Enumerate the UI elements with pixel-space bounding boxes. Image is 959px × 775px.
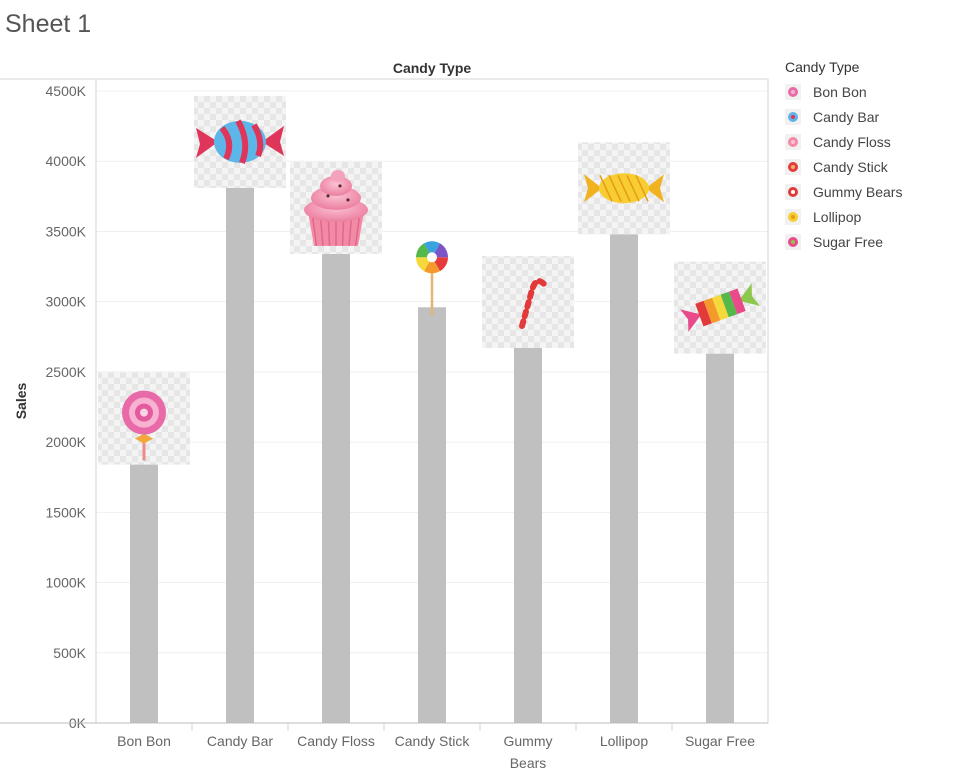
lollipop-swirl-icon xyxy=(785,83,801,100)
bar-sugar-free[interactable] xyxy=(706,353,734,723)
y-tick-label: 2000K xyxy=(46,434,87,450)
y-tick-label: 3500K xyxy=(46,223,87,239)
x-tick-label: Candy Floss xyxy=(297,733,375,749)
lollipop-rainbow-icon xyxy=(416,241,448,316)
lollipop-rainbow-icon xyxy=(785,158,801,175)
cupcake-icon xyxy=(785,133,801,150)
legend: Candy Type Bon Bon Candy Bar Candy Floss Ca… xyxy=(785,59,955,254)
x-tick-label: Candy Bar xyxy=(207,733,273,749)
legend-item-label: Sugar Free xyxy=(813,233,884,250)
cupcake-icon xyxy=(290,161,382,254)
sheet-title: Sheet 1 xyxy=(5,10,92,38)
candy-wrapped-blue-icon xyxy=(194,95,286,188)
bar-candy-bar[interactable] xyxy=(226,187,254,723)
legend-item-label: Gummy Bears xyxy=(813,183,903,200)
legend-item-label: Candy Stick xyxy=(813,158,888,175)
legend-item-bon-bon[interactable]: Bon Bon xyxy=(785,79,955,104)
legend-item-lollipop[interactable]: Lollipop xyxy=(785,204,955,229)
legend-item-candy-bar[interactable]: Candy Bar xyxy=(785,104,955,129)
y-tick-label: 4000K xyxy=(46,153,87,169)
x-tick-label: Gummy Bears xyxy=(504,733,553,771)
candy-wrapped-yellow-icon xyxy=(785,208,801,225)
legend-item-sugar-free[interactable]: Sugar Free xyxy=(785,229,955,254)
legend-item-candy-stick[interactable]: Candy Stick xyxy=(785,154,955,179)
y-tick-label: 1500K xyxy=(46,504,87,520)
y-tick-label: 1000K xyxy=(46,575,87,591)
legend-item-gummy-bears[interactable]: Gummy Bears xyxy=(785,179,955,204)
y-tick-label: 3000K xyxy=(46,294,87,310)
x-tick-label: Bon Bon xyxy=(117,733,171,749)
x-tick-label: Candy Stick xyxy=(395,733,471,749)
candy-wrapped-yellow-icon xyxy=(578,142,670,235)
y-tick-label: 2500K xyxy=(46,364,87,380)
legend-item-candy-floss[interactable]: Candy Floss xyxy=(785,129,955,154)
x-tick-label: Lollipop xyxy=(600,733,648,749)
candy-wrapped-rainbow-icon xyxy=(674,261,766,354)
y-tick-label: 500K xyxy=(53,645,86,661)
legend-item-label: Candy Bar xyxy=(813,108,880,125)
bar-bon-bon[interactable] xyxy=(130,464,158,723)
bar-candy-floss[interactable] xyxy=(322,253,350,723)
lollipop-swirl-icon xyxy=(98,372,190,465)
candy-wrapped-blue-icon xyxy=(785,108,801,125)
bar-gummy-bears[interactable] xyxy=(514,348,542,723)
legend-item-label: Candy Floss xyxy=(813,133,891,150)
legend-item-label: Lollipop xyxy=(813,208,862,225)
candy-wrapped-rainbow-icon xyxy=(785,233,801,250)
column-header: Candy Type xyxy=(393,60,472,76)
bar-lollipop[interactable] xyxy=(610,234,638,723)
candy-cane-icon xyxy=(785,183,801,200)
y-axis-title: Sales xyxy=(13,382,29,419)
legend-item-label: Bon Bon xyxy=(813,83,867,100)
bar-candy-stick[interactable] xyxy=(418,307,446,723)
candy-cane-icon xyxy=(482,256,574,349)
legend-title: Candy Type xyxy=(785,59,860,75)
x-tick-label: Sugar Free xyxy=(685,733,755,749)
y-tick-label: 4500K xyxy=(46,83,87,99)
